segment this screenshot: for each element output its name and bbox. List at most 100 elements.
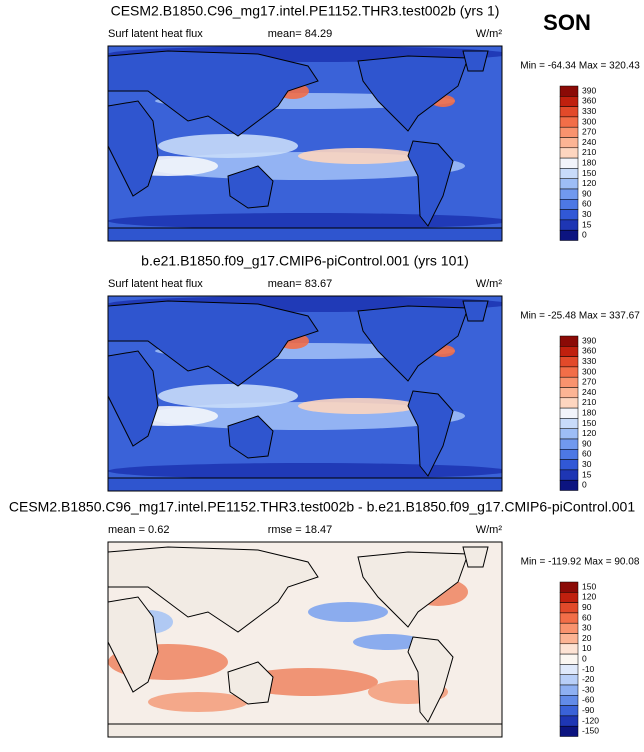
map-frame: [107, 45, 503, 242]
units: W/m²: [476, 278, 503, 290]
field-blob: [158, 134, 298, 158]
continent: [108, 50, 319, 137]
colorbar-box: [559, 96, 579, 107]
colorbar-label: 390: [582, 85, 596, 95]
colorbar-label: 10: [582, 643, 592, 653]
continent: [357, 305, 469, 382]
field-blob: [148, 692, 248, 712]
continent: [108, 723, 502, 737]
continent: [227, 165, 274, 209]
colorbar-box: [559, 397, 579, 409]
continent: [227, 661, 274, 705]
colorbar-label: -90: [582, 705, 595, 715]
colorbar-box: [559, 622, 579, 634]
colorbar-box: [559, 157, 579, 169]
colorbar-label: 300: [582, 366, 596, 376]
colorbar-label: 0: [582, 480, 587, 490]
colorbar-label: 330: [582, 106, 596, 116]
colorbar-box: [559, 85, 579, 97]
center-label: mean= 84.29: [268, 28, 333, 40]
continent: [407, 390, 454, 477]
left-label: Surf latent heat flux: [108, 28, 203, 40]
colorbar-label: 30: [582, 459, 592, 469]
field-blob: [298, 148, 418, 164]
colorbar-box: [559, 664, 579, 675]
colorbar-label: 30: [582, 623, 592, 633]
colorbar-box: [559, 188, 579, 200]
colorbar-box: [559, 387, 579, 399]
colorbar-label: 90: [582, 438, 592, 448]
colorbar-box: [559, 695, 579, 706]
continent: [108, 350, 159, 447]
continent: [108, 546, 319, 633]
colorbar-label: 90: [582, 188, 592, 198]
colorbar-label: 270: [582, 377, 596, 387]
range: Min = -119.92 Max = 90.08: [521, 557, 640, 568]
range: Min = -25.48 Max = 337.67: [520, 311, 640, 322]
field-blob: [353, 634, 423, 650]
colorbar-box: [559, 469, 579, 481]
colorbar-box: [559, 592, 579, 603]
field-blob: [238, 668, 378, 696]
continent: [462, 50, 489, 72]
field-blob: [108, 213, 502, 229]
colorbar-label: 15: [582, 219, 592, 229]
units: W/m²: [476, 28, 503, 40]
colorbar-label: 210: [582, 397, 596, 407]
colorbar-label: 15: [582, 469, 592, 479]
colorbar-label: 60: [582, 612, 592, 622]
colorbar-box: [559, 335, 579, 347]
colorbar-label: 0: [582, 654, 587, 664]
colorbar-box: [559, 376, 579, 388]
colorbar-label: 150: [582, 581, 596, 591]
colorbar-box: [559, 137, 579, 149]
colorbar-box: [559, 126, 579, 138]
colorbar-box: [559, 674, 579, 686]
range: Min = -64.34 Max = 320.43: [520, 61, 640, 72]
colorbar-box: [559, 356, 579, 368]
colorbar-box: [559, 684, 579, 696]
colorbar-box: [559, 581, 579, 593]
colorbar-box: [559, 705, 579, 717]
season: SON: [543, 10, 591, 35]
colorbar-box: [559, 346, 579, 357]
colorbar-label: 150: [582, 168, 596, 178]
colorbar-box: [559, 653, 579, 665]
colorbar-label: 30: [582, 209, 592, 219]
units: W/m²: [476, 524, 503, 536]
continent: [108, 477, 502, 491]
colorbar-box: [559, 479, 579, 491]
colorbar-label: 60: [582, 199, 592, 209]
colorbar-box: [559, 209, 579, 221]
colorbar-box: [559, 449, 579, 460]
colorbar-box: [559, 725, 579, 737]
field-blob: [298, 398, 418, 414]
colorbar-label: 240: [582, 387, 596, 397]
colorbar-label: 360: [582, 346, 596, 356]
colorbar-label: 360: [582, 96, 596, 106]
colorbar-label: 90: [582, 602, 592, 612]
colorbar-box: [559, 199, 579, 210]
panel-title: CESM2.B1850.C96_mg17.intel.PE1152.THR3.t…: [9, 499, 635, 515]
field-blob: [158, 384, 298, 408]
colorbar-box: [559, 633, 579, 645]
colorbar-box: [559, 366, 579, 378]
colorbar-label: 20: [582, 633, 592, 643]
continent: [357, 55, 469, 132]
colorbar-label: 120: [582, 428, 596, 438]
colorbar-box: [559, 602, 579, 614]
colorbar-label: 120: [582, 178, 596, 188]
continent: [357, 551, 469, 628]
panel-title: CESM2.B1850.C96_mg17.intel.PE1152.THR3.t…: [111, 3, 500, 19]
colorbar-box: [559, 106, 579, 118]
colorbar-box: [559, 178, 579, 190]
colorbar-box: [559, 418, 579, 429]
colorbar-label: 210: [582, 147, 596, 157]
left-label: Surf latent heat flux: [108, 278, 203, 290]
colorbar-label: 150: [582, 418, 596, 428]
continent: [108, 300, 319, 387]
colorbar-box: [559, 459, 579, 471]
colorbar-label: 240: [582, 137, 596, 147]
colorbar-label: 0: [582, 230, 587, 240]
